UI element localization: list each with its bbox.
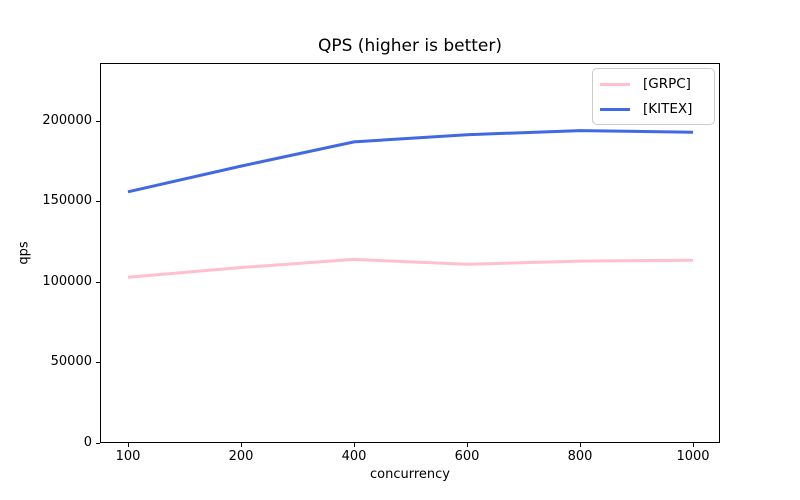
- legend: [GRPC] [KITEX]: [592, 68, 715, 125]
- y-tick-mark: [96, 201, 100, 202]
- y-axis-label: qps: [16, 241, 32, 265]
- x-axis-label: concurrency: [370, 467, 450, 482]
- legend-item-kitex: [KITEX]: [600, 100, 707, 118]
- y-tick-label: 150000: [42, 193, 92, 209]
- y-tick-label: 50000: [50, 354, 92, 370]
- legend-line-swatch: [600, 107, 630, 111]
- x-tick-label: 800: [567, 449, 593, 464]
- legend-label: [GRPC]: [643, 76, 691, 92]
- x-tick-mark: [241, 443, 242, 447]
- series-line-grpc: [127, 257, 694, 279]
- x-tick-mark: [128, 443, 129, 447]
- legend-label: [KITEX]: [643, 101, 693, 117]
- y-tick-label: 100000: [42, 273, 92, 289]
- x-tick-label: 100: [115, 449, 141, 464]
- y-tick-mark: [96, 443, 100, 444]
- chart-title: QPS (higher is better): [317, 36, 503, 56]
- x-tick-label: 200: [228, 449, 254, 464]
- x-tick-label: 400: [341, 449, 367, 464]
- x-tick-mark: [580, 443, 581, 447]
- legend-line-swatch: [600, 82, 630, 86]
- y-tick-label: 0: [83, 435, 92, 450]
- legend-item-grpc: [GRPC]: [600, 75, 707, 93]
- y-tick-mark: [96, 121, 100, 122]
- x-tick-label: 600: [454, 449, 480, 464]
- x-tick-label: 1000: [676, 449, 710, 464]
- plot-area: [100, 63, 720, 443]
- x-tick-mark: [354, 443, 355, 447]
- x-tick-mark: [693, 443, 694, 447]
- series-line-kitex: [127, 129, 694, 194]
- y-tick-mark: [96, 362, 100, 363]
- y-tick-label: 200000: [42, 112, 92, 128]
- plot-canvas: [127, 129, 694, 279]
- y-tick-mark: [96, 282, 100, 283]
- x-tick-mark: [467, 443, 468, 447]
